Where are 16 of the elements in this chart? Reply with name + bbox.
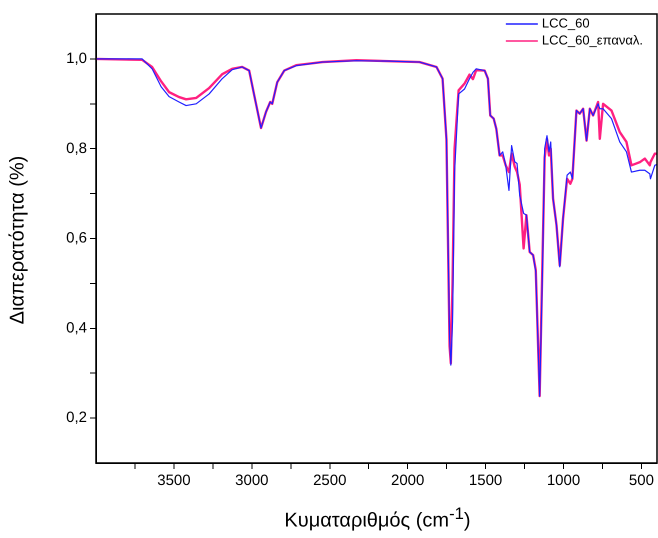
x-axis-title: Κυματαριθμός (cm$^{-1}$) <box>283 504 472 533</box>
x-tick-label: 2500 <box>313 472 346 490</box>
y-tick-label: 0,6 <box>66 230 87 247</box>
y-tick-label: 0,4 <box>66 319 87 336</box>
y-axis-title: Διαπερατότητα (%) <box>6 156 30 324</box>
x-tick-label: 2000 <box>390 472 424 490</box>
y-tick-label: 1,0 <box>66 50 87 68</box>
y-tick-label: 0,2 <box>66 409 87 426</box>
x-tick-label: 3000 <box>235 472 269 490</box>
y-tick-label: 0,8 <box>66 140 87 157</box>
legend-label: LCC_60_επαναλ. <box>542 32 644 48</box>
legend-label: LCC_60 <box>542 16 590 31</box>
x-tick-label: 3500 <box>157 472 191 490</box>
x-tick-label: 1500 <box>468 472 502 490</box>
x-tick-label: 500 <box>628 472 654 490</box>
x-tick-label: 1000 <box>546 472 580 490</box>
